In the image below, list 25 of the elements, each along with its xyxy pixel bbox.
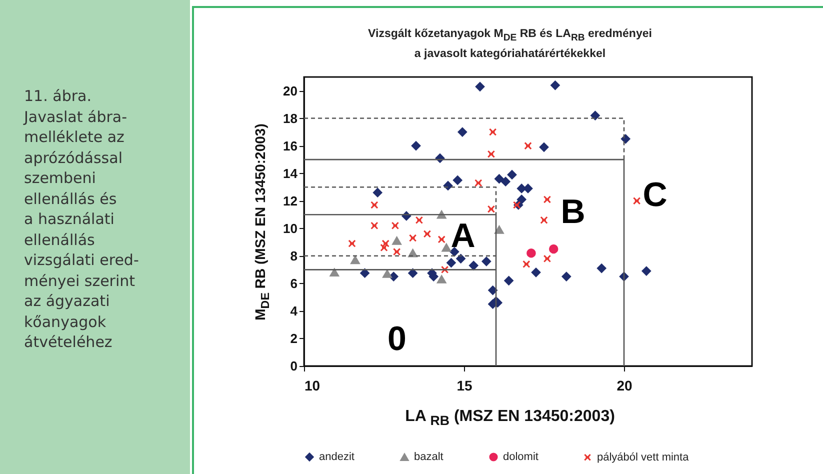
x-axis-title: LA $_{RB}$ (MSZ EN 13450:2003) — [404, 408, 616, 428]
y-tick-label: 18 — [283, 110, 298, 126]
y-tick-label: 20 — [283, 83, 298, 98]
y-tick-label: 14 — [283, 166, 298, 181]
legend-label: pályából vett minta — [597, 451, 690, 464]
y-tick-label: 8 — [290, 248, 298, 264]
x-tick-label: 20 — [616, 378, 632, 394]
x-tick-label: 10 — [304, 378, 320, 394]
y-tick-label: 4 — [290, 303, 298, 318]
legend-label: andezit — [319, 450, 354, 463]
annotation: 0 — [388, 320, 406, 358]
legend-label: bazalt — [414, 451, 444, 464]
chart-title: Vizsgált kőzetanyagok M$_{DE}$ RB és LA$_{RB}$ eredményei a javasolt kategóriahatárértékekkel — [367, 27, 653, 62]
y-tick-label: 6 — [290, 276, 298, 291]
y-tick-label: 12 — [283, 193, 298, 208]
annotation: C — [642, 176, 668, 214]
x-tick-label: 15 — [456, 378, 472, 394]
y-tick-label: 10 — [283, 220, 298, 236]
annotation: B — [560, 193, 586, 231]
y-tick-label: 16 — [283, 138, 298, 154]
y-tick-label: 2 — [290, 330, 298, 346]
text: 11. ábra. Javaslat ábra- melléklete az aprózódással szembeni ellenállás és a használati ellenállás vizsgálati ered- ményei szerint az ágyazati kőanyagok átvételéhez — [24, 87, 139, 351]
annotation: A — [450, 217, 476, 255]
y-tick-label: 0 — [290, 358, 298, 374]
legend-label: dolomit — [503, 450, 538, 463]
